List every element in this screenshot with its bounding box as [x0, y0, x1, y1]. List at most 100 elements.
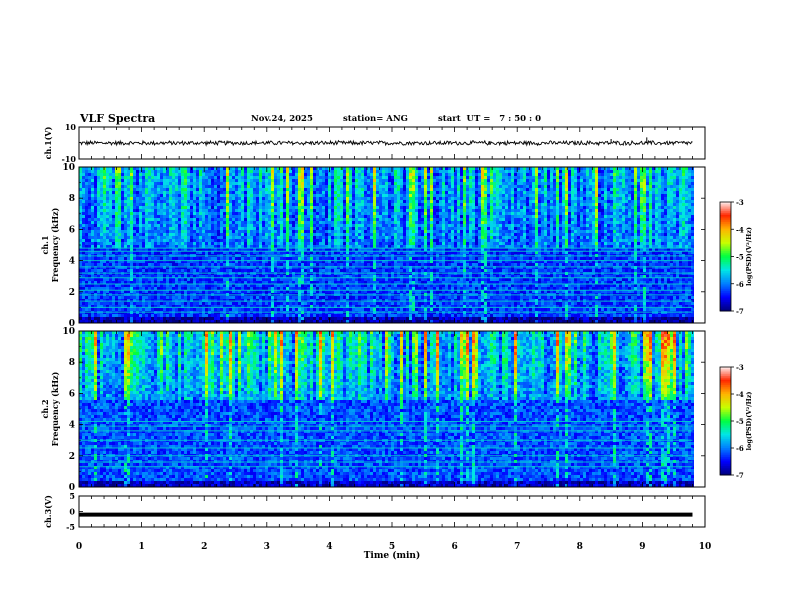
ch1-spec-cell: [310, 167, 313, 170]
ch1-spec-cell: [181, 269, 184, 272]
ch1-spec-cell: [268, 221, 271, 224]
ch1-spec-cell: [187, 209, 190, 212]
ch1-spec-cell: [268, 170, 271, 173]
ch1-spec-cell: [190, 233, 193, 236]
ch1-spec-cell: [175, 212, 178, 215]
ch1-spec-cell: [271, 209, 274, 212]
ch1-spec-cell: [187, 221, 190, 224]
ch1-spec-cell: [148, 266, 151, 269]
ch1-spec-cell: [163, 245, 166, 248]
ch1-spec-cell: [262, 263, 265, 266]
ch1-spec-cell: [295, 179, 298, 182]
ch1-spec-cell: [352, 167, 355, 170]
ch1-spec-cell: [319, 188, 322, 191]
ch1-spec-cell: [184, 296, 187, 299]
ch1-spec-cell: [88, 284, 91, 287]
ch1-spec-cell: [205, 233, 208, 236]
ch1-spec-cell: [166, 239, 169, 242]
ch1-spec-cell: [334, 245, 337, 248]
ch1-spec-cell: [196, 215, 199, 218]
ch1-spec-cell: [295, 236, 298, 239]
ch1-spec-cell: [145, 167, 148, 170]
ch1-spec-cell: [214, 173, 217, 176]
ch1-spec-cell: [229, 308, 232, 311]
ch1-spec-cell: [136, 167, 139, 170]
ch1-spec-cell: [133, 287, 136, 290]
ch1-spec-cell: [319, 278, 322, 281]
ch1-spec-cell: [148, 179, 151, 182]
ch1-spec-cell: [271, 230, 274, 233]
ch1-spec-cell: [274, 269, 277, 272]
ch1-spec-cell: [205, 299, 208, 302]
ch1-spec-cell: [310, 197, 313, 200]
ch1-spec-cell: [259, 320, 262, 323]
ch1-spec-cell: [355, 215, 358, 218]
ch1-spec-cell: [328, 245, 331, 248]
ch1-spec-cell: [217, 317, 220, 320]
ch1-spec-cell: [310, 314, 313, 317]
ch1-spec-cell: [169, 305, 172, 308]
ch1-spec-cell: [271, 227, 274, 230]
ch1-spec-cell: [277, 203, 280, 206]
ch1-spec-cell: [133, 296, 136, 299]
ch1-spec-cell: [130, 212, 133, 215]
ch1-spec-cell: [304, 167, 307, 170]
ch1-spec-cell: [268, 290, 271, 293]
ch1-spec-cell: [136, 314, 139, 317]
ch1-spec-cell: [160, 203, 163, 206]
ch1-spec-cell: [307, 248, 310, 251]
ch1-spec-cell: [316, 239, 319, 242]
ch1-spec-cell: [97, 167, 100, 170]
ch1-spec-cell: [118, 203, 121, 206]
ch1-spec-cell: [196, 182, 199, 185]
ch1-spec-cell: [220, 221, 223, 224]
ch1-spec-cell: [175, 227, 178, 230]
ch1-spec-cell: [319, 182, 322, 185]
ch1-spec-cell: [241, 215, 244, 218]
ch1-spec-cell: [331, 263, 334, 266]
ch1-spec-cell: [280, 203, 283, 206]
ch1-spec-cell: [217, 230, 220, 233]
ch1-spec-cell: [100, 206, 103, 209]
ch1-spec-cell: [124, 215, 127, 218]
ch1-spec-cell: [184, 257, 187, 260]
ch1-spec-cell: [253, 317, 256, 320]
ch1-spec-cell: [175, 284, 178, 287]
ch1-spec-cell: [298, 170, 301, 173]
ch1-spec-cell: [142, 248, 145, 251]
ch1-spec-cell: [352, 230, 355, 233]
ch1-spec-cell: [205, 290, 208, 293]
ch1-spec-cell: [304, 245, 307, 248]
ch1-spec-cell: [295, 176, 298, 179]
ch1-spec-cell: [223, 287, 226, 290]
ch1-spec-cell: [202, 170, 205, 173]
ch1-spec-cell: [277, 287, 280, 290]
ch1-spec-cell: [199, 296, 202, 299]
ch1-spec-cell: [115, 296, 118, 299]
ch1-spec-cell: [124, 263, 127, 266]
ch1-spec-cell: [130, 317, 133, 320]
ch1-spec-cell: [250, 209, 253, 212]
ch1-spec-cell: [241, 185, 244, 188]
ch1-spec-cell: [331, 239, 334, 242]
ch1-spec-cell: [307, 179, 310, 182]
ch1-spec-cell: [154, 257, 157, 260]
ch1-spec-cell: [304, 287, 307, 290]
ch1-spec-cell: [118, 290, 121, 293]
ch1-spec-cell: [256, 233, 259, 236]
ch1-spec-cell: [94, 236, 97, 239]
ch1-spec-cell: [214, 305, 217, 308]
ch1-spec-cell: [232, 266, 235, 269]
ch1-spec-cell: [238, 209, 241, 212]
ch1-spec-cell: [229, 230, 232, 233]
ch1-spec-cell: [205, 170, 208, 173]
ch1-spec-cell: [115, 314, 118, 317]
ch1-spec-cell: [127, 260, 130, 263]
ch1-spec-cell: [79, 248, 82, 251]
ch1-spec-cell: [325, 257, 328, 260]
ch1-spec-cell: [265, 212, 268, 215]
ch1-spec-cell: [157, 218, 160, 221]
ch1-spec-cell: [127, 269, 130, 272]
ch1-spec-cell: [268, 248, 271, 251]
ch1-spec-cell: [283, 221, 286, 224]
